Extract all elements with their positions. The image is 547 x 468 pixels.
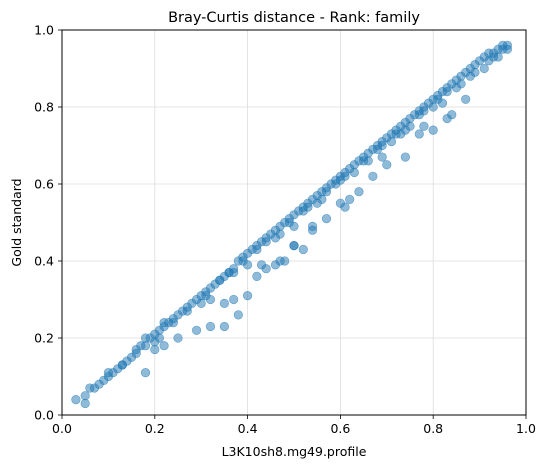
scatter-point xyxy=(261,237,271,247)
y-tick-label: 1.0 xyxy=(34,23,54,38)
scatter-point xyxy=(252,244,262,255)
scatter-point xyxy=(442,113,452,124)
scatter-point xyxy=(419,121,429,131)
scatter-point xyxy=(219,298,229,308)
y-tick-label: 0.2 xyxy=(34,331,54,346)
scatter-point xyxy=(428,125,438,135)
scatter-point xyxy=(173,333,183,343)
scatter-point xyxy=(196,298,206,308)
scatter-point xyxy=(219,321,229,332)
scatter-point xyxy=(428,102,438,112)
x-tick-label: 0.6 xyxy=(330,421,350,436)
scatter-point xyxy=(205,321,216,332)
scatter-point xyxy=(303,202,313,212)
scatter-point xyxy=(414,110,424,120)
y-tick-label: 0.8 xyxy=(34,100,54,115)
scatter-point xyxy=(80,398,90,409)
scatter-point xyxy=(131,348,141,359)
scatter-point xyxy=(377,152,387,162)
y-tick-label: 0.4 xyxy=(34,254,54,269)
scatter-point xyxy=(498,44,508,54)
scatter-point xyxy=(229,267,239,278)
data-points xyxy=(71,40,513,409)
scatter-point xyxy=(461,94,471,104)
scatter-point xyxy=(233,310,243,320)
scatter-point xyxy=(298,244,308,255)
scatter-point xyxy=(470,67,480,77)
scatter-point xyxy=(150,337,160,347)
scatter-point xyxy=(168,318,178,328)
scatter-point xyxy=(437,98,448,108)
y-axis-label: Gold standard xyxy=(9,178,24,266)
scatter-point xyxy=(243,291,253,301)
scatter-point xyxy=(317,194,327,204)
scatter-point xyxy=(479,63,489,74)
scatter-point xyxy=(414,129,424,139)
scatter-point xyxy=(117,360,127,370)
scatter-point xyxy=(289,221,299,231)
scatter-point xyxy=(400,152,410,162)
scatter-point xyxy=(275,256,285,266)
scatter-point xyxy=(159,318,169,328)
scatter-point xyxy=(140,341,151,351)
x-axis-label: L3K10sh8.mg49.profile xyxy=(222,444,367,459)
scatter-point xyxy=(368,171,378,181)
scatter-point xyxy=(229,294,239,305)
x-tick-label: 0.8 xyxy=(423,421,443,436)
scatter-point xyxy=(103,368,113,378)
x-tick-label: 1.0 xyxy=(516,421,536,436)
plot-frame xyxy=(61,29,527,416)
scatter-point xyxy=(150,344,160,355)
x-tick-label: 0.0 xyxy=(52,421,72,436)
scatter-point xyxy=(359,156,369,166)
scatter-point xyxy=(243,260,253,270)
scatter-point xyxy=(252,271,262,282)
scatter-point xyxy=(215,275,225,285)
axis-ticks: 0.0 0.2 0.4 0.6 0.8 1.0 0.0 0.2 0.4 0.6 0.8 1.0 xyxy=(34,23,536,437)
scatter-point xyxy=(182,306,192,316)
chart-title: Bray-Curtis distance - Rank: family xyxy=(168,10,420,26)
scatter-point xyxy=(140,368,151,378)
scatter-point xyxy=(275,229,285,239)
scatter-point xyxy=(261,264,271,274)
scatter-point xyxy=(71,395,81,405)
y-tick-label: 0.0 xyxy=(34,408,54,423)
scatter-point xyxy=(335,175,346,185)
scatter-point xyxy=(354,187,364,197)
scatter-point xyxy=(321,214,332,224)
scatter-point xyxy=(382,160,392,170)
x-tick-label: 0.4 xyxy=(238,421,258,436)
y-tick-label: 0.6 xyxy=(34,177,54,192)
x-tick-label: 0.2 xyxy=(145,421,165,436)
scatter-point xyxy=(349,167,359,178)
scatter-point xyxy=(372,144,383,154)
scatter-point xyxy=(345,194,355,204)
scatter-point xyxy=(289,241,299,251)
scatter-point xyxy=(493,52,503,62)
scatter-point xyxy=(340,202,350,212)
scatter-point xyxy=(307,225,318,235)
scatter-point xyxy=(321,187,332,197)
scatter-point xyxy=(396,129,406,139)
scatter-point xyxy=(456,79,466,89)
scatter-point xyxy=(386,137,397,147)
scatter-point xyxy=(442,86,452,97)
scatter-point xyxy=(80,391,90,401)
scatter-point xyxy=(191,325,202,335)
scatter-point xyxy=(159,341,169,351)
scatter-point xyxy=(205,294,216,305)
